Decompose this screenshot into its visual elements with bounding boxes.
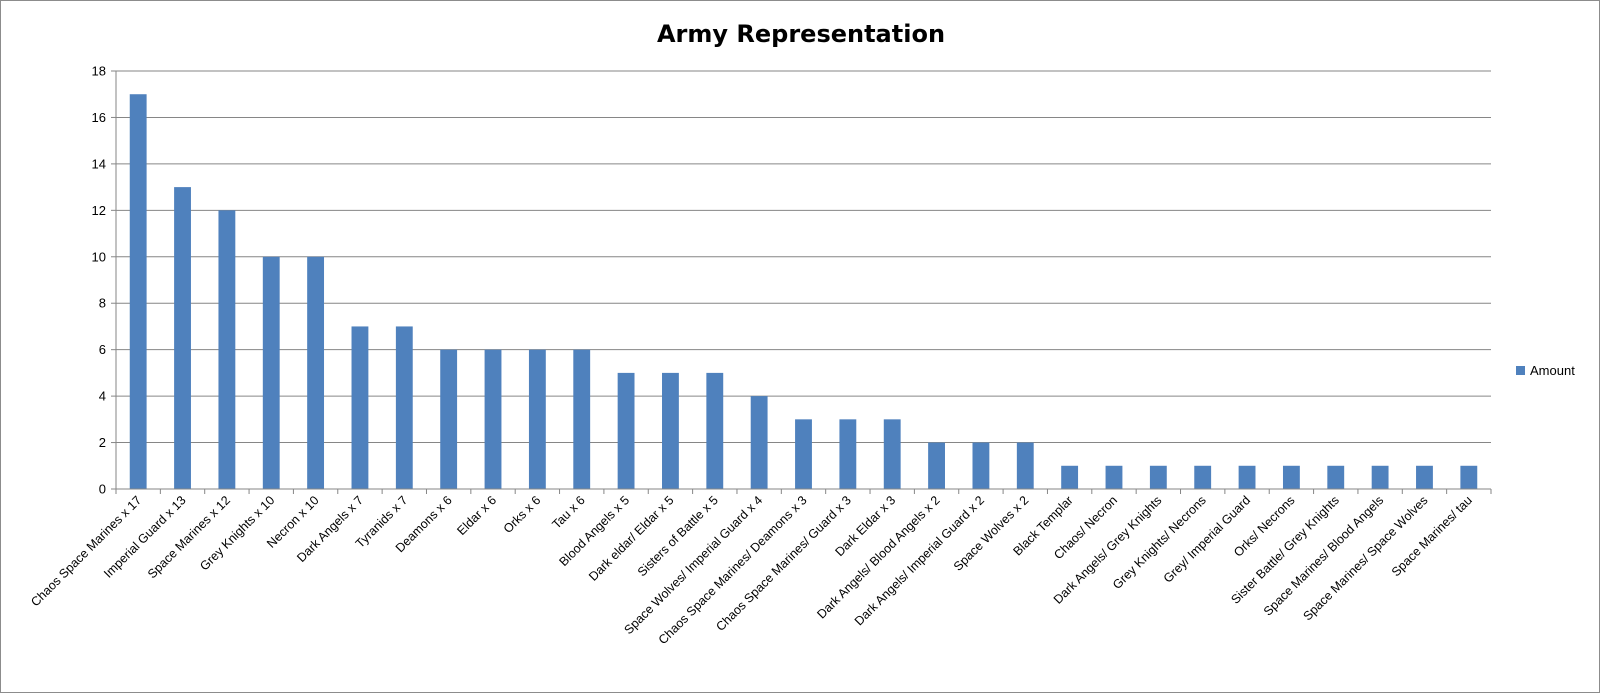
bar (1061, 465, 1079, 489)
x-tick-label: Space Marines x 12 (145, 493, 233, 581)
bar (795, 419, 812, 489)
bar (839, 419, 857, 489)
bars (129, 94, 1478, 490)
y-tick-label: 6 (99, 342, 106, 357)
y-tick-label: 16 (92, 110, 106, 125)
bar (1016, 442, 1034, 489)
bar (484, 349, 502, 489)
bar (750, 396, 768, 489)
x-tick-label: Orks x 6 (501, 493, 544, 536)
y-tick-label: 18 (92, 64, 106, 79)
bar (883, 419, 901, 489)
x-tick-label: Imperial Guard x 13 (101, 493, 189, 581)
bar (174, 187, 191, 489)
bar (1282, 465, 1300, 489)
bar (1371, 465, 1389, 489)
legend-swatch (1516, 366, 1525, 375)
y-tick-label: 0 (99, 482, 106, 497)
bar (440, 349, 458, 489)
bar (1105, 465, 1123, 489)
y-tick-label: 12 (92, 203, 106, 218)
x-tick-label: Sisters of Battle x 5 (635, 493, 721, 579)
bar (307, 256, 325, 489)
bar (395, 326, 413, 489)
bar (1238, 465, 1256, 489)
bar (617, 372, 635, 489)
bar (262, 256, 280, 489)
bar (662, 372, 679, 489)
y-tick-label: 8 (99, 296, 106, 311)
y-tick-label: 14 (92, 156, 106, 171)
bar (928, 442, 945, 489)
y-axis: 0 2 4 6 8 10 12 14 16 18 (92, 64, 117, 497)
chart-title: Army Representation (657, 20, 945, 48)
y-tick-label: 4 (99, 389, 106, 404)
bar (1149, 465, 1167, 489)
gridlines (116, 70, 1491, 490)
x-tick-label: Tau x 6 (549, 493, 587, 531)
legend-label: Amount (1530, 363, 1575, 378)
y-tick-label: 2 (99, 435, 106, 450)
bar (573, 349, 591, 489)
bar (706, 372, 724, 489)
x-tick-label: Grey/ Imperial Guard (1161, 493, 1253, 585)
bar (528, 349, 546, 489)
bar (218, 210, 236, 490)
legend: Amount (1516, 363, 1575, 378)
bar (972, 442, 990, 489)
y-tick-label: 10 (92, 249, 106, 264)
bar (1194, 465, 1212, 489)
bar (129, 94, 147, 489)
bar (1327, 465, 1345, 489)
x-tick-label: Eldar x 6 (454, 493, 499, 538)
x-tick-label: Space Marines/ tau (1389, 493, 1475, 579)
bar (1416, 465, 1433, 489)
x-tick-label: Grey Knights x 10 (197, 493, 277, 573)
x-tick-label: Dark eldar/ Eldar x 5 (586, 493, 676, 583)
bar (351, 326, 369, 489)
bar (1460, 465, 1478, 489)
x-tick-label: Space Wolves x 2 (951, 493, 1032, 574)
